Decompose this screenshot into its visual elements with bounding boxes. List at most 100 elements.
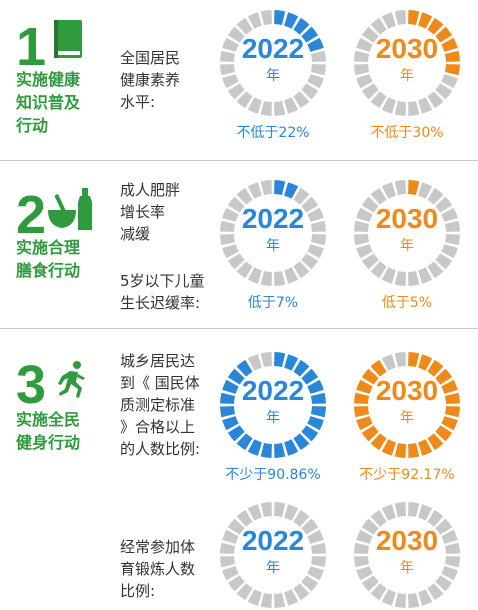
ring-segment-filled	[227, 368, 245, 385]
section-description-2: 5岁以下儿童 生长迟缓率:	[120, 272, 205, 312]
year-unit: 年	[266, 68, 280, 84]
ring-segment-empty	[247, 182, 262, 199]
ring-segment-empty	[381, 182, 396, 199]
ring-segment-filled	[310, 406, 326, 418]
ring-segment-filled	[222, 379, 239, 394]
section-description: 成人肥胖 增长率 减缓	[120, 181, 181, 243]
ring-segment-empty	[361, 518, 379, 535]
ring-segment-empty	[394, 502, 406, 518]
ring-segment-empty	[435, 518, 453, 535]
ring-segment-empty	[381, 267, 396, 284]
ring-segment-empty	[356, 244, 373, 259]
ring-segment-filled	[274, 442, 286, 458]
target-2022: 不低于22%	[236, 125, 310, 141]
ring-segment-empty	[427, 91, 444, 109]
divider	[0, 160, 478, 161]
ring-segment-empty	[260, 592, 272, 608]
ring-segment-empty	[274, 270, 286, 286]
ring-segment-empty	[307, 529, 324, 544]
ring-segment-filled	[418, 12, 433, 29]
ring-segment-filled	[293, 17, 310, 35]
ring-segment-empty	[227, 196, 245, 213]
ring-segment-empty	[418, 182, 433, 199]
year-label: 2030	[375, 525, 439, 556]
ring-segment-empty	[361, 575, 379, 592]
ring-segment-empty	[222, 566, 239, 581]
ring-segment-empty	[435, 253, 453, 270]
ring-segment-empty	[356, 37, 373, 52]
ring-segment-empty	[354, 220, 370, 232]
ring-segment-filled	[274, 352, 286, 368]
ring-segment-filled	[307, 379, 324, 394]
ring-segment-empty	[354, 556, 370, 568]
ring-segment-filled	[236, 433, 253, 451]
ring-segment-empty	[236, 17, 253, 35]
ring-segment-filled	[435, 26, 453, 43]
ring-segment-empty	[284, 97, 299, 114]
ring-segment-empty	[220, 556, 236, 568]
ring-segment-filled	[310, 392, 326, 404]
section-number: 1	[16, 17, 47, 77]
ring-segment-empty	[370, 91, 387, 109]
ring-segment-empty	[293, 583, 310, 601]
target-2030: 不少于92.17%	[359, 467, 455, 483]
ring-segment-empty	[354, 64, 370, 76]
ring-segment-filled	[284, 439, 299, 456]
ring-segment-empty	[408, 502, 420, 518]
progress-ring	[354, 10, 460, 116]
ring-segment-empty	[301, 196, 319, 213]
year-unit: 年	[400, 410, 414, 426]
ring-segment-filled	[260, 442, 272, 458]
ring-2022: 2022 年	[218, 350, 328, 460]
ring-segment-empty	[427, 509, 444, 527]
ring-segment-empty	[381, 354, 396, 371]
ring-segment-empty	[310, 64, 326, 76]
ring-segment-empty	[274, 502, 286, 518]
ring-segment-empty	[222, 207, 239, 222]
ring-segment-empty	[394, 592, 406, 608]
ring-segment-empty	[247, 354, 262, 371]
ring-segment-empty	[441, 244, 458, 259]
ring-segment-empty	[301, 575, 319, 592]
ring-segment-filled	[418, 354, 433, 371]
ring-segment-filled	[307, 416, 324, 431]
progress-ring	[220, 180, 326, 286]
ring-segment-empty	[444, 234, 460, 246]
ring-segment-filled	[441, 379, 458, 394]
ring-segment-empty	[381, 97, 396, 114]
year-label: 2022	[241, 33, 305, 64]
target-2022: 低于7%	[247, 295, 299, 311]
ring-segment-empty	[354, 234, 370, 246]
ring-segment-filled	[356, 379, 373, 394]
ring-segment-empty	[293, 187, 310, 205]
section-title: 实施合理 膳食行动	[16, 238, 81, 280]
ring-segment-filled	[427, 433, 444, 451]
year-unit: 年	[266, 238, 280, 254]
ring-segment-filled	[284, 354, 299, 371]
ring-segment-empty	[260, 10, 272, 26]
ring-segment-filled	[222, 416, 239, 431]
ring-segment-empty	[427, 583, 444, 601]
ring-segment-empty	[307, 74, 324, 89]
progress-ring	[220, 10, 326, 116]
ring-segment-empty	[301, 83, 319, 100]
ring-segment-empty	[227, 26, 245, 43]
ring-segment-empty	[260, 100, 272, 116]
ring-segment-filled	[307, 37, 324, 52]
ring-segment-empty	[260, 502, 272, 518]
ring-segment-empty	[408, 592, 420, 608]
mortar-bottle-icon	[48, 188, 92, 230]
ring-segment-filled	[227, 425, 245, 442]
ring-segment-empty	[227, 575, 245, 592]
ring-segment-empty	[394, 10, 406, 26]
ring-segment-empty	[310, 556, 326, 568]
ring-2030: 2030 年	[352, 178, 462, 288]
ring-segment-filled	[370, 359, 387, 377]
section-number: 2	[16, 185, 47, 245]
ring-segment-empty	[408, 100, 420, 116]
ring-segment-filled	[444, 50, 460, 62]
ring-segment-empty	[260, 352, 272, 368]
ring-segment-filled	[408, 352, 420, 368]
ring-segment-empty	[293, 261, 310, 279]
year-label: 2022	[241, 525, 305, 556]
